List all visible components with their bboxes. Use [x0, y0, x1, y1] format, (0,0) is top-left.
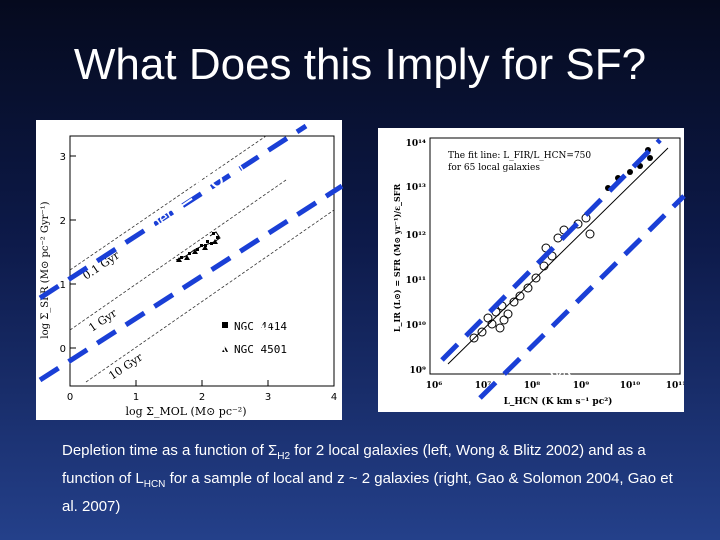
caption-sub: H2: [277, 451, 291, 462]
left-x-tick: 4: [331, 392, 337, 403]
left-x-tick: 2: [199, 392, 205, 403]
right-y-tick: 10⁹: [410, 366, 427, 376]
left-y-tick: 0: [60, 344, 66, 355]
caption-text: for a sample of local and z ~ 2 galaxies…: [62, 470, 673, 515]
left-xlabel: log Σ_MOL (M⊙ pc⁻²): [125, 405, 246, 418]
right-x-tick: 10⁶: [426, 381, 443, 391]
left-x-ticks: 0 1 2 3 4: [67, 392, 337, 403]
left-x-tick: 0: [67, 392, 73, 403]
right-y-tick: 10¹⁴: [406, 139, 426, 149]
left-x-tick: 3: [265, 392, 271, 403]
slide-caption: Depletion time as a function of ΣH2 for …: [62, 440, 682, 518]
gas-line-label: 10 Gyr: [106, 350, 145, 382]
right-plot: 10⁶ 10⁷ 10⁸ 10⁹ 10¹⁰ 10¹¹ 10⁹ 10¹⁰ 10¹¹ …: [378, 128, 684, 412]
right-x-tick: 10⁸: [524, 381, 541, 391]
right-y-tick: 10¹²: [406, 231, 426, 241]
caption-text: Depletion time as a function of: [62, 442, 268, 459]
left-y-tick: 3: [60, 152, 66, 163]
right-plot-svg: 10⁶ 10⁷ 10⁸ 10⁹ 10¹⁰ 10¹¹ 10⁹ 10¹⁰ 10¹¹ …: [392, 137, 684, 407]
left-plot: 0 1 2 3 4 0 1 2 3 log Σ_MOL (M⊙ pc⁻²) lo…: [36, 120, 342, 420]
right-y-ticks: 10⁹ 10¹⁰ 10¹¹ 10¹² 10¹³ 10¹⁴: [406, 139, 426, 376]
left-x-tick: 1: [133, 392, 139, 403]
gas-line-label: 1 Gyr: [86, 306, 119, 334]
left-y-tick: 2: [60, 216, 66, 227]
right-x-tick: 10⁷: [475, 381, 492, 391]
left-data-points: [175, 231, 221, 262]
left-y-tick: 1: [60, 280, 66, 291]
right-y-tick: 10¹³: [406, 183, 426, 193]
right-y-tick: 10¹⁰: [406, 321, 426, 331]
right-xlabel: L_HCN (K km s⁻¹ pc²): [504, 396, 613, 407]
caption-sub: HCN: [143, 479, 166, 490]
right-x-tick: 10⁹: [573, 381, 590, 391]
left-ylabel: log Σ_SFR (M⊙ pc⁻² Gyr⁻¹): [40, 201, 51, 338]
right-ylabel: L_IR (L⊙) = SFR (M⊙ yr⁻¹)/ε_SFR: [392, 184, 402, 333]
caption-text: for 2 local galaxies (left, Wong & Blitz…: [62, 442, 646, 487]
left-y-ticks: 0 1 2 3: [60, 152, 66, 355]
fit-line-text: for 65 local galaxies: [448, 163, 540, 173]
right-x-tick: 10¹¹: [666, 381, 684, 391]
slide-title: What Does this Imply for SF?: [73, 40, 647, 89]
right-x-tick: 10¹⁰: [620, 381, 640, 391]
fit-line: [447, 147, 669, 365]
left-plot-svg: 0 1 2 3 4 0 1 2 3 log Σ_MOL (M⊙ pc⁻²) lo…: [40, 135, 337, 418]
fit-line-text: The fit line: L_FIR/L_HCN=750: [448, 151, 591, 161]
gas-line-label: 0.1 Gyr: [80, 248, 122, 282]
right-y-tick: 10¹¹: [406, 276, 426, 286]
caption-sigma: Σ: [267, 442, 278, 459]
